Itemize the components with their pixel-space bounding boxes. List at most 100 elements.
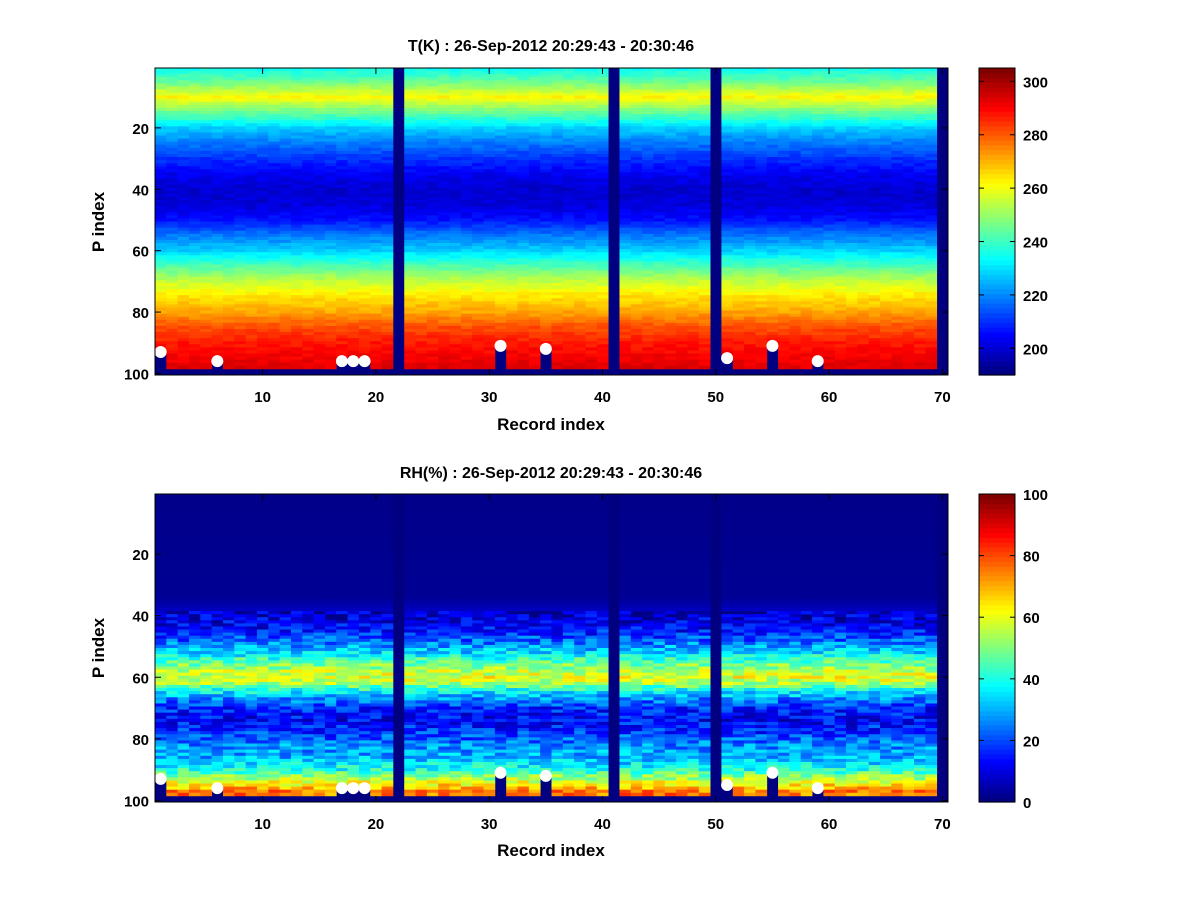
heatmap-cell — [506, 77, 518, 81]
heatmap-cell — [540, 227, 552, 232]
heatmap-cell — [358, 261, 371, 265]
heatmap-cell — [585, 365, 598, 370]
heatmap-cell — [166, 273, 179, 278]
heatmap-cell — [290, 71, 303, 75]
heatmap-cell — [245, 267, 258, 272]
heatmap-cell — [664, 310, 677, 314]
heatmap-cell — [438, 224, 450, 229]
heatmap-cell — [302, 239, 314, 244]
heatmap-cell — [472, 246, 484, 250]
heatmap-cell — [494, 68, 507, 72]
heatmap-cell — [234, 107, 247, 112]
heatmap-cell — [732, 123, 745, 127]
heatmap-cell — [268, 212, 281, 216]
heatmap-cell — [460, 249, 473, 253]
heatmap-cell — [222, 246, 235, 250]
heatmap-cell — [653, 335, 666, 339]
heatmap-cell — [630, 341, 643, 345]
heatmap-cell — [642, 359, 654, 364]
heatmap-cell — [166, 138, 179, 143]
heatmap-cell — [653, 74, 666, 78]
heatmap-cell — [755, 319, 768, 324]
heatmap-cell — [313, 347, 326, 351]
heatmap-cell — [188, 258, 201, 262]
heatmap-cell — [517, 206, 530, 210]
heatmap-cell — [460, 126, 473, 130]
heatmap-cell — [551, 101, 564, 106]
heatmap-cell — [642, 123, 654, 127]
heatmap-cell — [732, 356, 745, 361]
heatmap-cell — [404, 129, 416, 133]
heatmap-cell — [721, 233, 734, 238]
heatmap-cell — [222, 172, 235, 176]
heatmap-cell — [528, 68, 541, 72]
heatmap-cell — [574, 196, 586, 201]
heatmap-cell — [268, 107, 281, 112]
heatmap-cell — [585, 276, 598, 281]
heatmap-cell — [664, 98, 677, 103]
heatmap-cell — [245, 276, 258, 281]
heatmap-cell — [562, 359, 575, 364]
heatmap-cell — [483, 212, 496, 216]
heatmap-cell — [472, 307, 484, 311]
heatmap-cell — [574, 242, 586, 247]
heatmap-cell — [358, 178, 371, 182]
heatmap-cell — [472, 147, 484, 152]
heatmap-cell — [698, 289, 711, 293]
heatmap-cell — [245, 83, 258, 87]
heatmap-cell — [336, 319, 348, 324]
heatmap-cell — [290, 230, 303, 235]
heatmap-cell — [528, 227, 541, 232]
heatmap-cell — [494, 304, 507, 308]
heatmap-cell — [347, 104, 360, 109]
heatmap-cell — [653, 71, 666, 75]
heatmap-cell — [381, 335, 394, 339]
heatmap-cell — [415, 236, 428, 241]
heatmap-cell — [528, 71, 541, 75]
heatmap-cell — [494, 175, 507, 179]
heatmap-cell — [347, 212, 360, 216]
heatmap-cell — [472, 359, 484, 364]
heatmap-cell — [177, 295, 190, 299]
heatmap-cell — [528, 322, 541, 327]
heatmap-cell — [642, 242, 654, 247]
heatmap-cell — [472, 295, 484, 299]
heatmap-cell — [506, 74, 518, 78]
heatmap-cell — [211, 153, 224, 158]
heatmap-cell — [732, 362, 745, 367]
heatmap-cell — [517, 89, 530, 93]
heatmap-cell — [517, 242, 530, 247]
heatmap-cell — [200, 147, 213, 152]
heatmap-cell — [744, 224, 756, 229]
heatmap-cell — [528, 98, 541, 103]
heatmap-cell — [290, 172, 303, 176]
heatmap-cell — [358, 175, 371, 179]
heatmap-cell — [177, 110, 190, 115]
heatmap-cell — [245, 221, 258, 225]
heatmap-cell — [698, 107, 711, 112]
heatmap-cell — [313, 135, 326, 140]
heatmap-cell — [483, 138, 496, 143]
heatmap-cell — [630, 206, 643, 210]
heatmap-cell — [721, 218, 734, 222]
heatmap-cell — [313, 239, 326, 244]
heatmap-cell — [540, 89, 552, 93]
heatmap-cell — [630, 285, 643, 290]
heatmap-cell — [687, 264, 700, 268]
heatmap-cell — [324, 252, 337, 256]
heatmap-cell — [676, 255, 688, 259]
heatmap-cell — [619, 276, 632, 281]
heatmap-cell — [517, 157, 530, 161]
heatmap-cell — [415, 239, 428, 244]
heatmap-cell — [664, 301, 677, 305]
heatmap-cell — [528, 313, 541, 318]
heatmap-cell — [483, 344, 496, 348]
heatmap-cell — [155, 200, 167, 204]
heatmap-cell — [268, 95, 281, 100]
heatmap-cell — [347, 184, 360, 189]
heatmap-cell — [438, 332, 450, 336]
heatmap-cell — [302, 322, 314, 327]
heatmap-cell — [438, 166, 450, 170]
heatmap-cell — [472, 341, 484, 345]
heatmap-cell — [177, 301, 190, 305]
